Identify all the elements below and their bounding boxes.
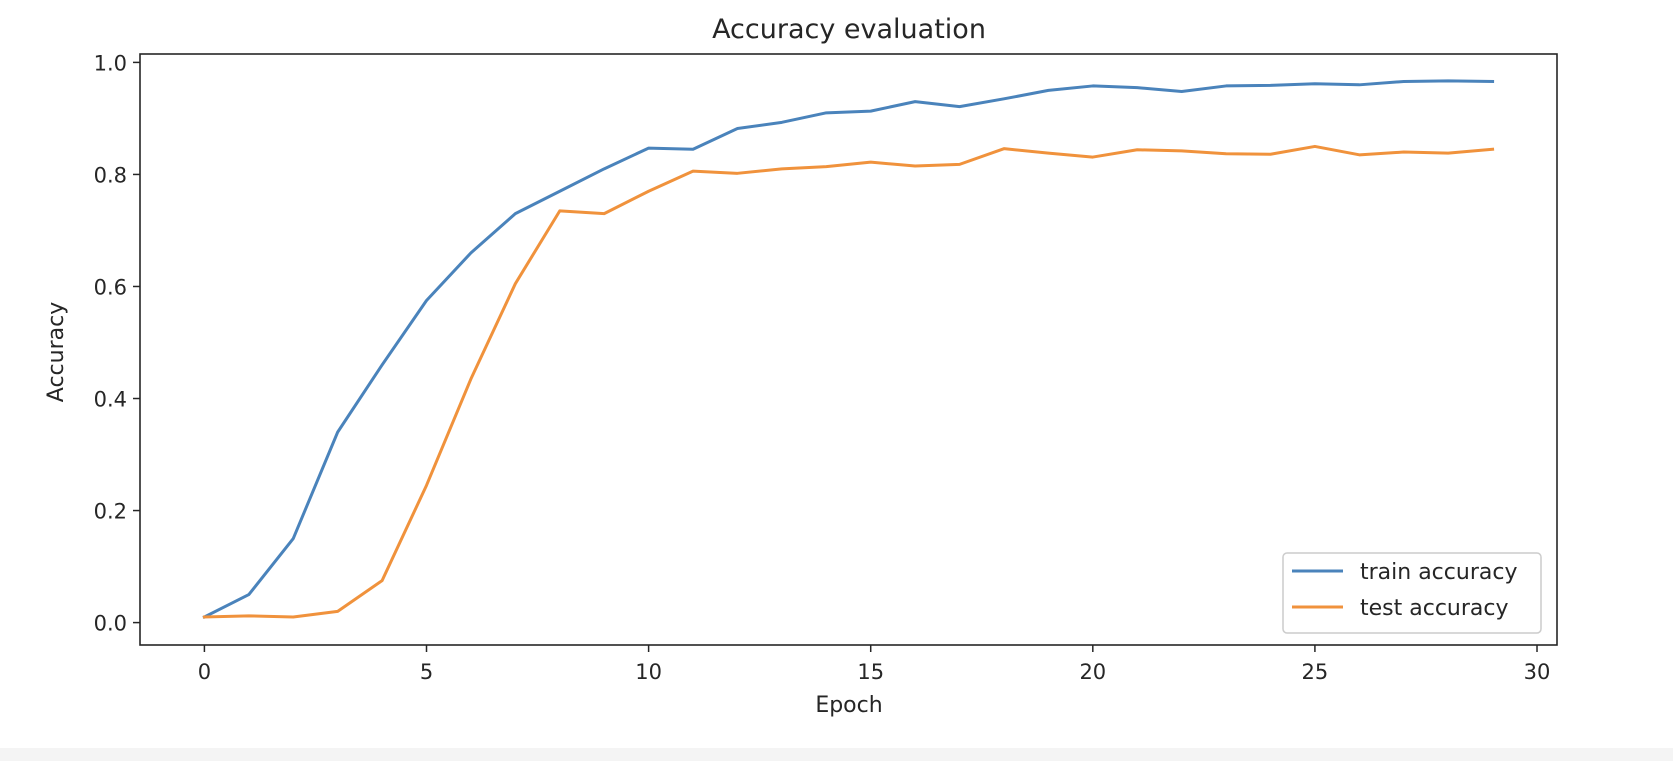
- series-line-0: [202, 79, 1495, 620]
- legend: train accuracy test accuracy: [1282, 552, 1542, 634]
- y-tick-label-4: 0.8: [94, 163, 127, 187]
- y-tick-label-1: 0.2: [94, 500, 127, 524]
- legend-box: [1282, 552, 1542, 634]
- y-tick-label-3: 0.6: [94, 275, 127, 299]
- plot-area: [139, 53, 1558, 646]
- x-tick-label-3: 15: [857, 660, 884, 684]
- x-axis: 0 5 10 15 20 25 30: [198, 645, 1551, 684]
- series-layer: [202, 79, 1495, 620]
- plot-frame: [139, 53, 1558, 646]
- legend-test-label: test accuracy: [1360, 596, 1509, 621]
- series-line-1: [202, 144, 1495, 619]
- y-axis-label: Accuracy: [44, 302, 69, 402]
- y-tick-label-5: 1.0: [94, 51, 127, 75]
- x-tick-label-1: 5: [420, 660, 433, 684]
- y-tick-label-2: 0.4: [94, 388, 127, 412]
- bottom-strip: [0, 748, 1673, 761]
- legend-train-label: train accuracy: [1360, 560, 1517, 585]
- y-tick-label-0: 0.0: [94, 612, 127, 636]
- x-tick-label-5: 25: [1302, 660, 1329, 684]
- y-axis: 0.0 0.2 0.4 0.6 0.8 1.0: [94, 51, 140, 636]
- x-tick-label-0: 0: [198, 660, 211, 684]
- x-tick-label-4: 20: [1079, 660, 1106, 684]
- x-tick-label-2: 10: [635, 660, 662, 684]
- x-axis-label: Epoch: [815, 693, 882, 718]
- x-tick-label-6: 30: [1524, 660, 1551, 684]
- chart-title: Accuracy evaluation: [712, 14, 986, 45]
